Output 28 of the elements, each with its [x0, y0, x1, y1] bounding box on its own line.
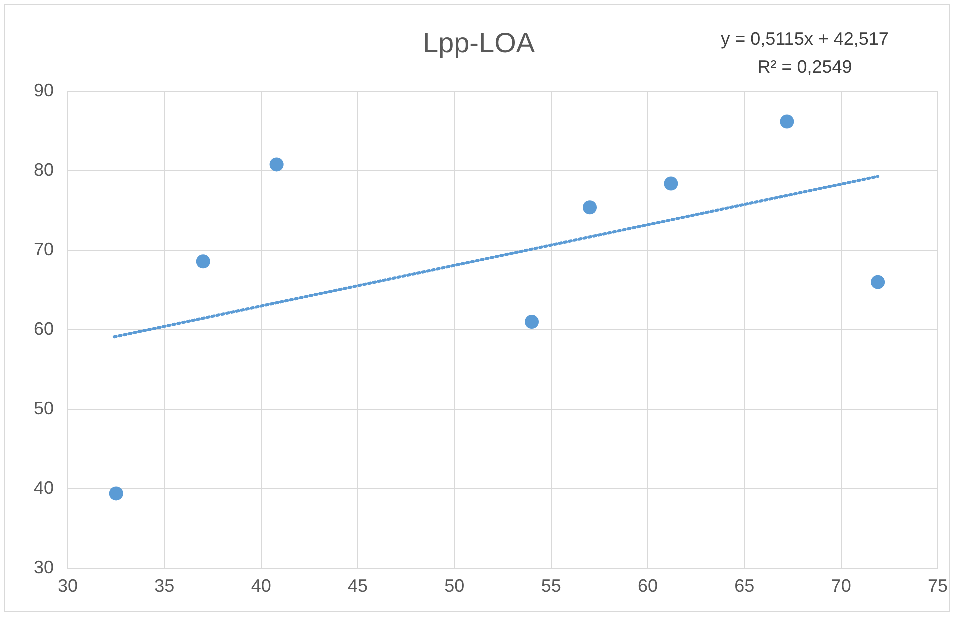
- point: [525, 315, 540, 330]
- y-tick-label: 50: [34, 398, 54, 418]
- y-tick-label: 30: [34, 557, 54, 578]
- point: [109, 486, 124, 501]
- point: [664, 176, 678, 191]
- x-tick-label: 75: [928, 576, 948, 596]
- text: R² = 0,2549: [758, 56, 852, 77]
- x-tick-label: 30: [58, 576, 78, 596]
- point: [196, 254, 210, 269]
- x-tick-label: 40: [251, 576, 272, 596]
- x-tick-label: 55: [541, 576, 562, 596]
- x-tick-label: 70: [831, 576, 852, 596]
- x-tick-label: 45: [348, 576, 368, 596]
- chart-title: Lpp-LOA: [422, 28, 536, 59]
- x-tick-label: 60: [638, 576, 658, 596]
- point: [871, 275, 886, 290]
- x-tick-label: 35: [154, 576, 175, 596]
- point: [583, 200, 597, 215]
- y-tick-label: 60: [34, 318, 54, 339]
- y-tick-label: 70: [34, 240, 54, 260]
- x-tick-label: 65: [734, 576, 755, 596]
- point: [270, 158, 284, 172]
- point: [780, 114, 794, 129]
- y-tick-label: 80: [34, 160, 54, 180]
- y-tick-label: 90: [34, 80, 54, 101]
- x-tick-label: 50: [444, 576, 465, 596]
- y-tick-label: 40: [34, 478, 54, 498]
- text: y = 0,5115x + 42,517: [721, 28, 889, 49]
